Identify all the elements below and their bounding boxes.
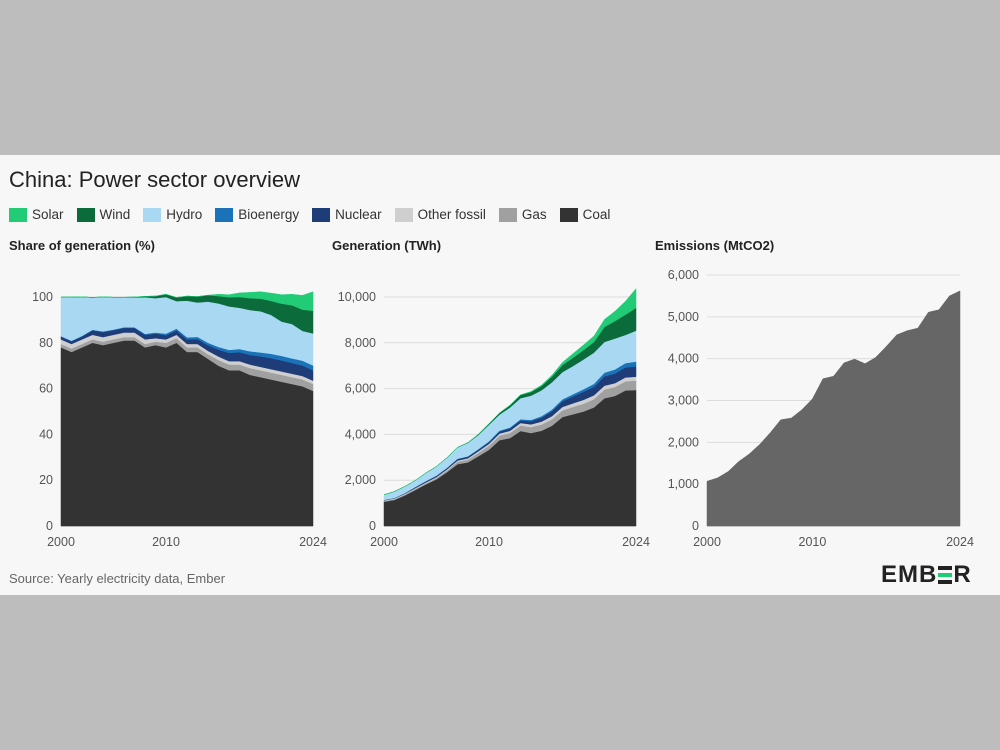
legend-label: Solar — [32, 207, 64, 222]
legend-item-coal: Coal — [559, 207, 611, 222]
x-tick-label: 2024 — [622, 535, 650, 549]
y-tick-label: 0 — [692, 519, 699, 533]
emissions-chart-title: Emissions (MtCO2) — [655, 238, 775, 253]
y-tick-label: 2,000 — [668, 435, 699, 449]
legend-item-nuclear: Nuclear — [312, 207, 382, 222]
area-series-emissions — [706, 290, 961, 527]
legend-item-solar: Solar — [9, 207, 64, 222]
legend-label: Gas — [521, 207, 547, 222]
y-tick-label: 2,000 — [345, 473, 376, 487]
y-tick-label: 20 — [39, 473, 53, 487]
logo-text-left: EMB — [881, 561, 938, 588]
x-tick-label: 2010 — [799, 535, 827, 549]
legend-swatch — [394, 207, 413, 222]
legend-swatch — [312, 207, 331, 222]
x-tick-label: 2024 — [946, 535, 974, 549]
share-chart-title: Share of generation (%) — [9, 238, 155, 253]
ember-logo: EMB R — [881, 561, 972, 589]
area-series-solar — [61, 291, 314, 312]
legend-label: Coal — [582, 207, 611, 222]
legend-label: Nuclear — [335, 207, 382, 222]
legend-item-gas: Gas — [498, 207, 547, 222]
legend: Solar Wind Hydro Bioenergy Nuclear Other… — [9, 207, 623, 222]
x-tick-label: 2000 — [693, 535, 721, 549]
y-tick-label: 4,000 — [668, 352, 699, 366]
legend-swatch — [9, 207, 27, 222]
legend-swatch — [559, 207, 578, 222]
y-tick-label: 1,000 — [668, 477, 699, 491]
y-tick-label: 80 — [39, 336, 53, 350]
y-tick-label: 40 — [39, 427, 53, 441]
y-tick-label: 6,000 — [668, 268, 699, 282]
legend-swatch — [215, 207, 234, 222]
y-tick-label: 0 — [46, 519, 53, 533]
generation-chart-title: Generation (TWh) — [332, 238, 442, 253]
legend-label: Bioenergy — [238, 207, 300, 222]
logo-text-right: R — [953, 561, 972, 588]
legend-label: Hydro — [166, 207, 203, 222]
logo-e-icon — [938, 566, 953, 584]
page-title: China: Power sector overview — [9, 167, 301, 192]
x-tick-label: 2000 — [47, 535, 75, 549]
legend-label: Other fossil — [417, 207, 486, 222]
y-tick-label: 3,000 — [668, 394, 699, 408]
area-series-solar — [383, 288, 637, 495]
legend-item-bioenergy: Bioenergy — [215, 207, 299, 222]
y-tick-label: 60 — [39, 382, 53, 396]
legend-swatch — [143, 207, 162, 222]
legend-item-hydro: Hydro — [143, 207, 202, 222]
legend-swatch — [498, 207, 517, 222]
y-tick-label: 6,000 — [345, 382, 376, 396]
source-note: Source: Yearly electricity data, Ember — [9, 571, 226, 586]
legend-label: Wind — [99, 207, 131, 222]
legend-swatch — [76, 207, 95, 222]
legend-item-wind: Wind — [76, 207, 131, 222]
legend-item-other-fossil: Other fossil — [394, 207, 486, 222]
y-tick-label: 100 — [32, 290, 53, 304]
y-tick-label: 0 — [369, 519, 376, 533]
y-tick-label: 10,000 — [338, 290, 376, 304]
y-tick-label: 8,000 — [345, 336, 376, 350]
x-tick-label: 2010 — [475, 535, 503, 549]
x-tick-label: 2000 — [370, 535, 398, 549]
y-tick-label: 5,000 — [668, 310, 699, 324]
x-tick-label: 2010 — [152, 535, 180, 549]
y-tick-label: 4,000 — [345, 427, 376, 441]
x-tick-label: 2024 — [299, 535, 327, 549]
